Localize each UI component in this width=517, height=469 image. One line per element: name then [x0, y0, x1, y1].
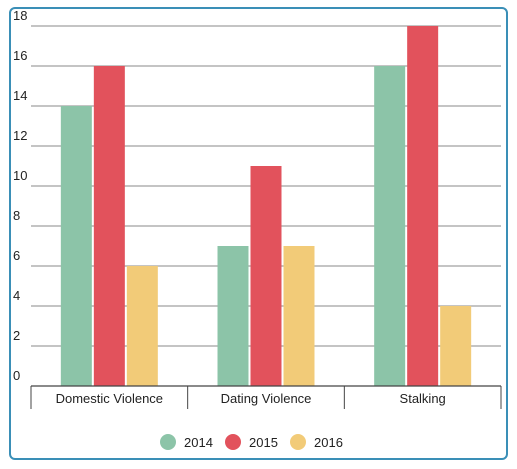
x-axis: Domestic Violence Dating Violence Stalking: [30, 385, 502, 409]
y-tick-label: 16: [13, 48, 27, 63]
y-tick-label: 18: [13, 8, 27, 23]
bar-2015-0: [93, 66, 125, 386]
bar-2016-2: [440, 306, 472, 386]
y-tick-label: 14: [13, 88, 27, 103]
bar-2015-2: [407, 26, 439, 386]
bars: [60, 26, 472, 386]
y-axis-ticks: 0 2 4 6 8 10 12 14 16 18: [13, 8, 27, 383]
bar-2016-1: [283, 246, 315, 386]
legend-swatch-2014: [160, 434, 176, 450]
y-tick-label: 8: [13, 208, 20, 223]
x-category-label: Domestic Violence: [56, 391, 163, 406]
bar-2014-0: [60, 106, 92, 386]
legend-swatch-2016: [290, 434, 306, 450]
legend-label: 2014: [184, 435, 213, 450]
x-category-label: Stalking: [400, 391, 446, 406]
legend-swatch-2015: [225, 434, 241, 450]
bar-2015-1: [250, 166, 282, 386]
bar-2014-2: [374, 66, 406, 386]
y-tick-label: 0: [13, 368, 20, 383]
y-tick-label: 12: [13, 128, 27, 143]
legend: 2014 2015 2016: [160, 434, 343, 450]
bar-2014-1: [217, 246, 249, 386]
bar-2016-0: [126, 266, 158, 386]
y-tick-label: 6: [13, 248, 20, 263]
y-tick-label: 2: [13, 328, 20, 343]
y-tick-label: 4: [13, 288, 20, 303]
legend-label: 2016: [314, 435, 343, 450]
x-category-label: Dating Violence: [221, 391, 312, 406]
y-tick-label: 10: [13, 168, 27, 183]
legend-label: 2015: [249, 435, 278, 450]
